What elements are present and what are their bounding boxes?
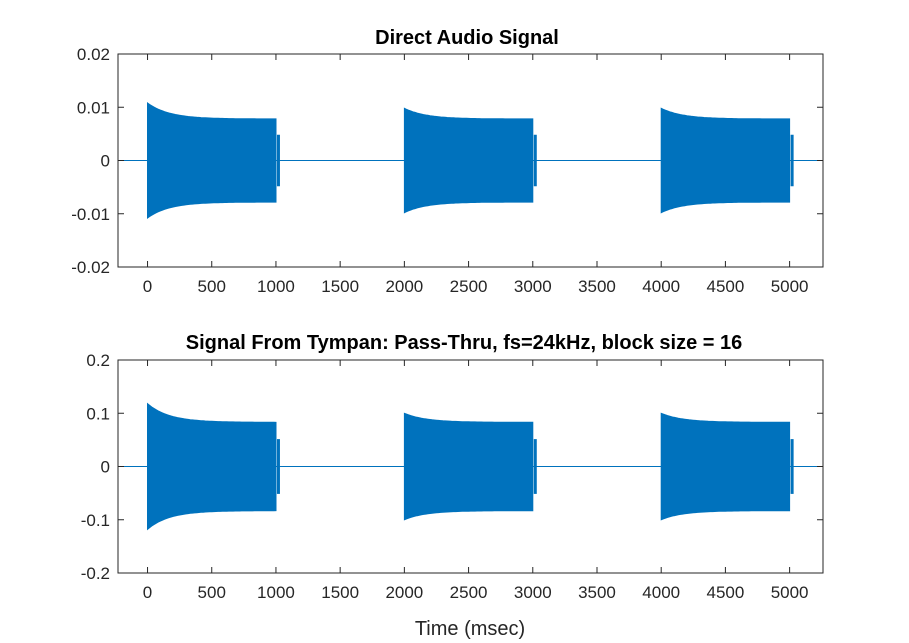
x-tick-label: 1500: [321, 277, 359, 296]
signal-burst-3: [660, 412, 791, 521]
x-tick-label: 3000: [514, 583, 552, 602]
signal-burst-1: [147, 402, 277, 531]
x-tick-label: 500: [198, 277, 226, 296]
signal-burst-tail: [533, 134, 537, 187]
y-tick-label: 0: [101, 458, 110, 477]
x-tick-label: 4000: [642, 583, 680, 602]
x-tick-label: 4000: [642, 277, 680, 296]
signal-burst-1: [147, 102, 277, 219]
x-tick-label: 4500: [706, 583, 744, 602]
y-tick-label: 0.01: [77, 98, 110, 117]
signal-burst-3: [660, 107, 791, 214]
x-tick-label: 2000: [385, 583, 423, 602]
y-tick-label: -0.2: [81, 564, 110, 583]
signal-series: [118, 402, 823, 531]
x-tick-label: 5000: [771, 583, 809, 602]
x-tick-label: 3500: [578, 583, 616, 602]
signal-burst-tail: [276, 134, 280, 187]
y-tick-label: 0.2: [86, 351, 110, 370]
x-tick-label: 2000: [385, 277, 423, 296]
x-tick-label: 1000: [257, 277, 295, 296]
signal-burst-2: [403, 412, 534, 521]
chart-tympan-signal: Signal From Tympan: Pass-Thru, fs=24kHz,…: [81, 332, 824, 640]
chart-title: Signal From Tympan: Pass-Thru, fs=24kHz,…: [186, 332, 742, 354]
signal-burst-tail: [276, 439, 280, 494]
x-axis-label: Time (msec): [415, 618, 525, 640]
x-tick-label: 3000: [514, 277, 552, 296]
chart-direct-audio: Direct Audio Signal 0 500 1000 1500 2000 2500…: [71, 27, 824, 296]
y-tick-label: 0.02: [77, 45, 110, 64]
x-tick-label: 0: [143, 277, 152, 296]
y-tick-label: 0.1: [86, 404, 110, 423]
x-tick-label: 1000: [257, 583, 295, 602]
x-tick-label: 4500: [706, 277, 744, 296]
y-tick-label: 0: [101, 152, 110, 171]
y-tick-label: -0.02: [71, 258, 110, 277]
x-tick-label: 2500: [450, 583, 488, 602]
signal-burst-tail: [790, 439, 794, 494]
chart-title: Direct Audio Signal: [375, 27, 559, 49]
signal-series: [118, 102, 823, 219]
x-tick-label: 5000: [771, 277, 809, 296]
signal-burst-tail: [790, 134, 794, 187]
x-tick-label: 2500: [450, 277, 488, 296]
x-tick-label: 3500: [578, 277, 616, 296]
x-tick-label: 500: [198, 583, 226, 602]
x-tick-label: 1500: [321, 583, 359, 602]
y-tick-label: -0.01: [71, 205, 110, 224]
signal-burst-2: [403, 107, 534, 214]
signal-burst-tail: [533, 439, 537, 494]
x-tick-label: 0: [143, 583, 152, 602]
y-tick-label: -0.1: [81, 511, 110, 530]
